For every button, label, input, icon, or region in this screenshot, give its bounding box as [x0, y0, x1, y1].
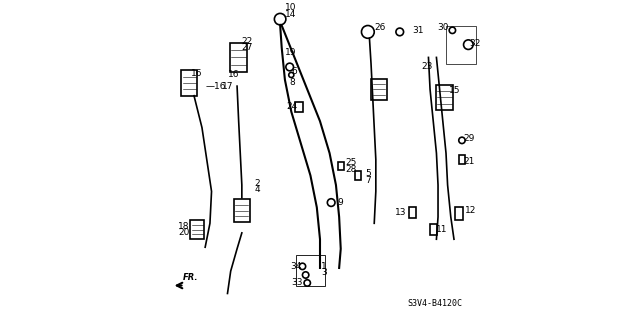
Text: 16: 16 [228, 70, 240, 79]
Text: 21: 21 [463, 157, 474, 166]
Text: 17: 17 [222, 82, 234, 91]
Text: 28: 28 [345, 165, 356, 174]
Text: 29: 29 [463, 134, 474, 143]
Circle shape [289, 72, 294, 78]
Text: 31: 31 [413, 26, 424, 35]
Text: 30: 30 [437, 23, 449, 32]
Text: 33: 33 [292, 278, 303, 287]
Circle shape [275, 13, 286, 25]
Text: 2: 2 [255, 179, 260, 188]
Circle shape [463, 40, 473, 49]
Text: 26: 26 [374, 23, 386, 32]
Text: 25: 25 [345, 158, 356, 167]
Bar [355, 171, 362, 180]
Circle shape [327, 199, 335, 206]
Circle shape [362, 26, 374, 38]
Bar [371, 79, 387, 100]
Text: 7: 7 [365, 176, 371, 185]
Text: 22: 22 [242, 37, 253, 46]
Circle shape [304, 280, 310, 286]
Bar [429, 224, 436, 235]
Bar [337, 162, 344, 170]
Circle shape [396, 28, 404, 36]
Text: 18: 18 [179, 222, 190, 231]
Text: 3: 3 [321, 268, 326, 277]
Text: 9: 9 [337, 198, 342, 207]
Text: 24: 24 [287, 102, 298, 111]
Text: 1: 1 [321, 262, 326, 271]
Bar [230, 43, 248, 72]
Bar [190, 220, 204, 239]
Text: 16: 16 [191, 69, 202, 78]
Circle shape [449, 27, 456, 33]
Bar [181, 70, 197, 96]
Text: 14: 14 [285, 10, 296, 19]
Text: 27: 27 [242, 43, 253, 52]
Text: 32: 32 [469, 39, 481, 48]
Bar [459, 155, 465, 164]
Bar [455, 207, 463, 220]
Text: 4: 4 [255, 185, 260, 194]
Bar [410, 207, 416, 218]
Bar [296, 255, 324, 286]
Circle shape [300, 263, 306, 270]
Text: 13: 13 [396, 208, 407, 217]
Circle shape [303, 272, 309, 278]
Text: 11: 11 [436, 225, 447, 234]
Text: 10: 10 [285, 4, 296, 12]
Text: 15: 15 [449, 86, 460, 95]
Text: 23: 23 [422, 63, 433, 71]
Text: 19: 19 [285, 48, 297, 57]
Text: 34: 34 [290, 262, 301, 271]
Text: S3V4-B4120C: S3V4-B4120C [407, 299, 462, 308]
Text: FR.: FR. [183, 273, 198, 282]
Bar [446, 26, 476, 64]
Text: —16: —16 [205, 82, 226, 91]
Text: 5: 5 [365, 169, 371, 178]
Text: 8: 8 [289, 78, 295, 87]
Bar [295, 102, 303, 112]
Circle shape [459, 137, 465, 144]
Text: 6: 6 [291, 67, 297, 76]
Text: 20: 20 [179, 228, 190, 237]
Bar [234, 199, 250, 222]
Bar [436, 85, 453, 110]
Text: 12: 12 [465, 206, 476, 215]
Circle shape [286, 63, 294, 71]
